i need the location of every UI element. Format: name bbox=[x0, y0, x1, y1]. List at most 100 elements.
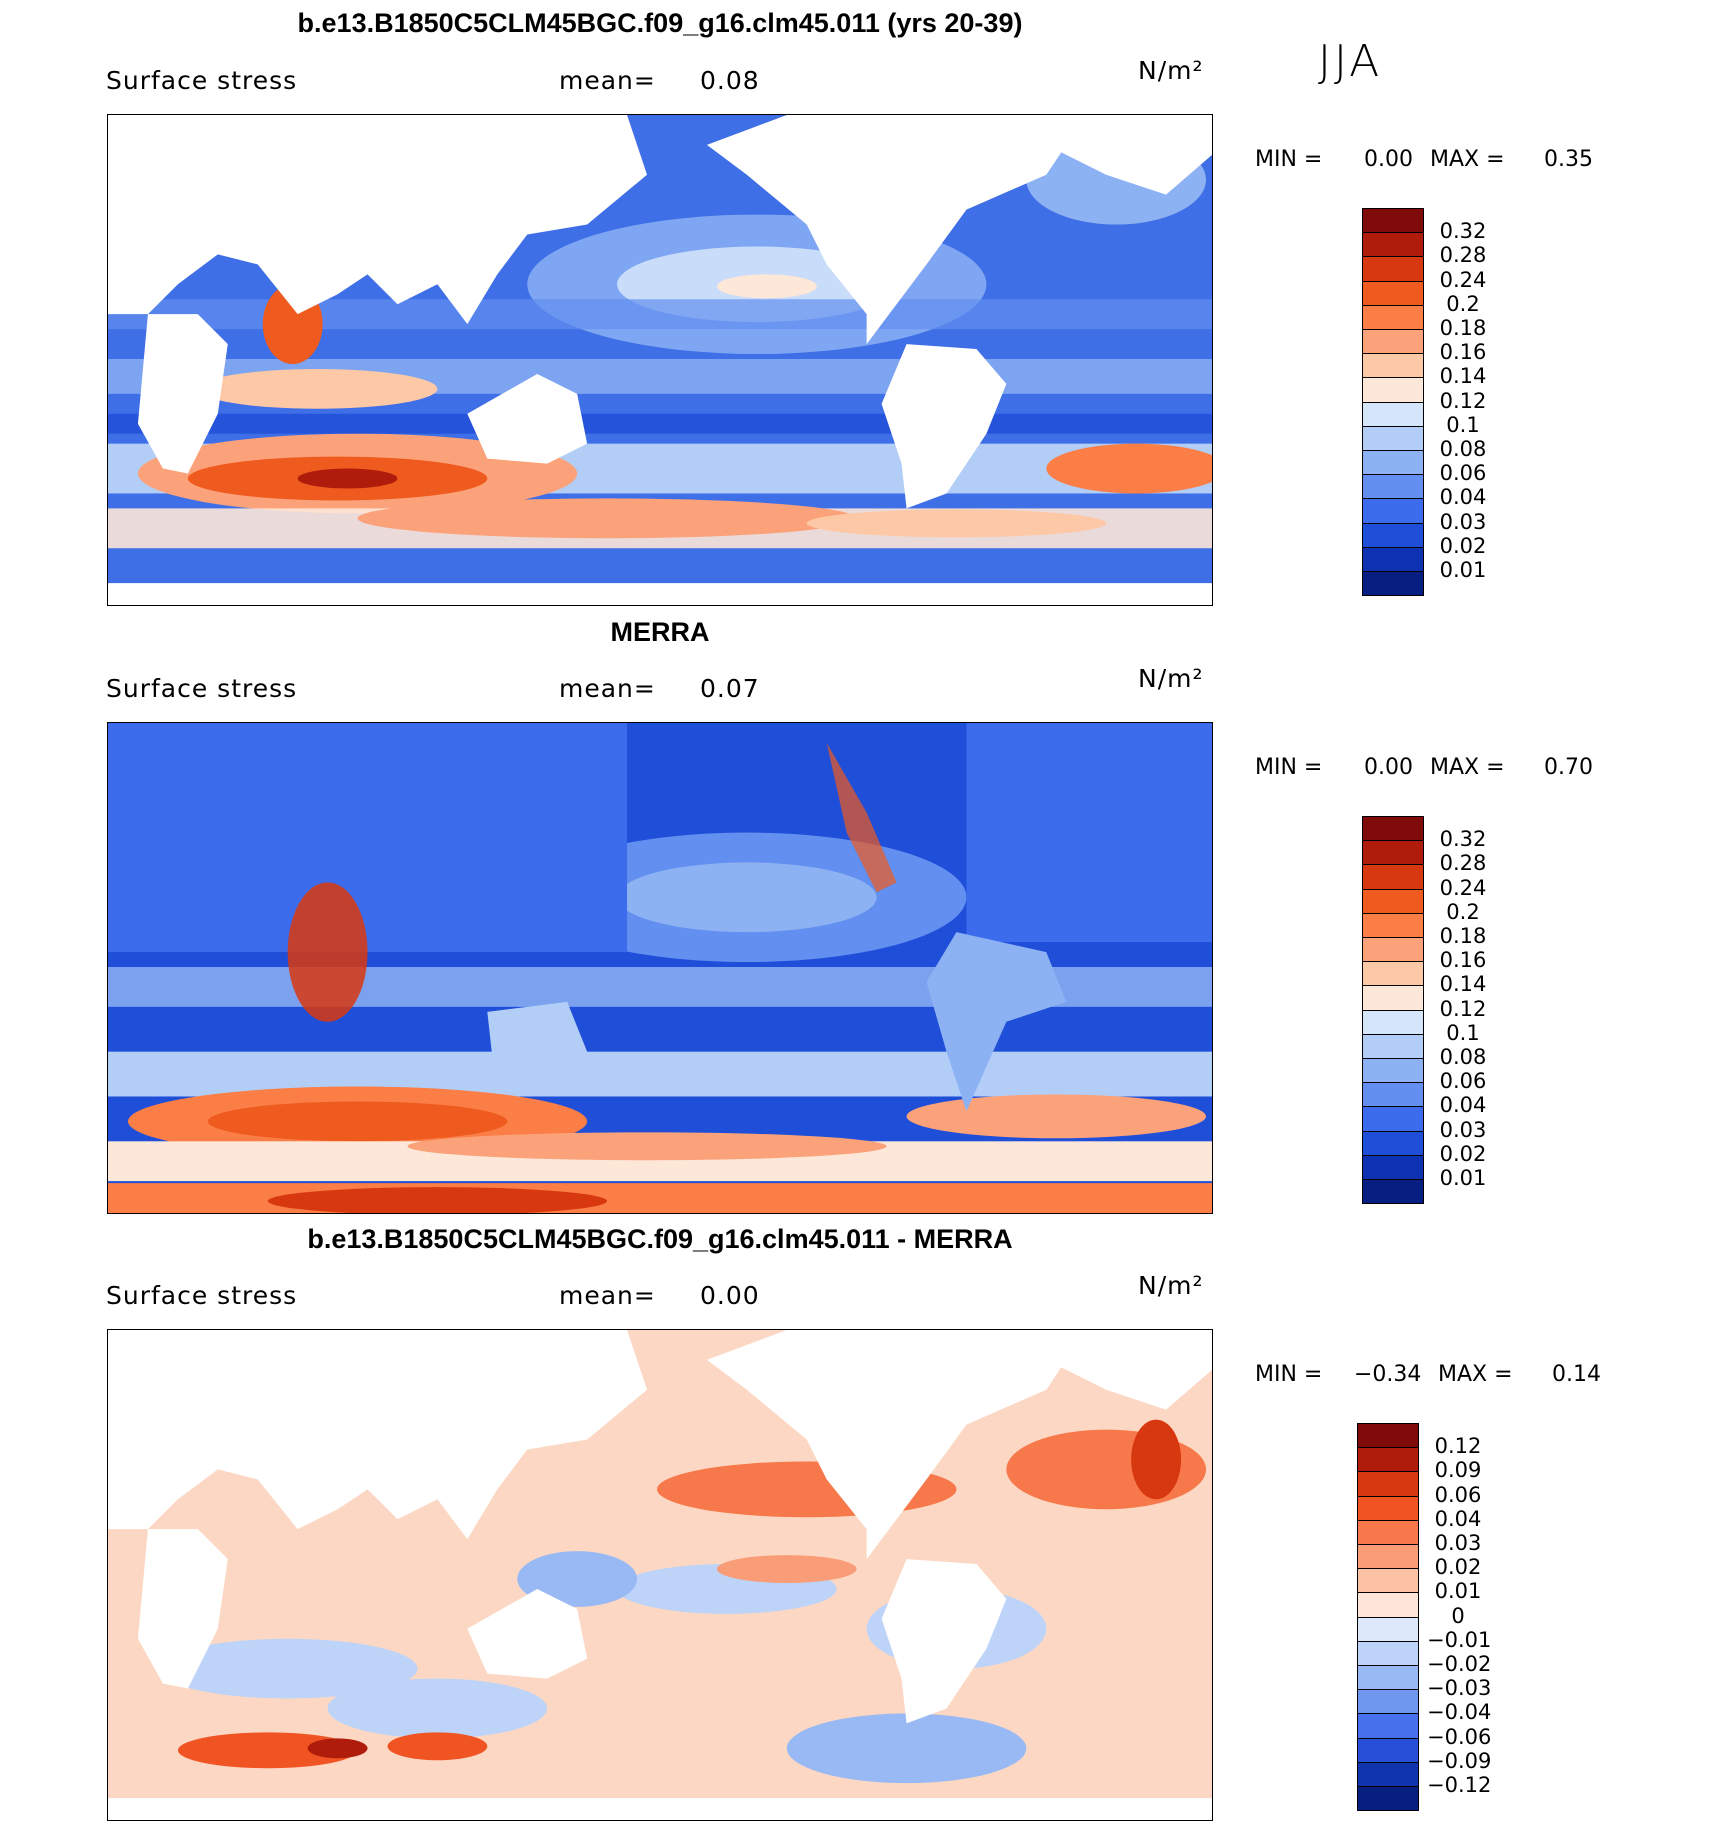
colorbar-tick-label: 0.02 bbox=[1434, 1555, 1482, 1580]
colorbar-tick-label: 0.01 bbox=[1434, 1579, 1482, 1604]
colorbar-swatch bbox=[1362, 985, 1424, 1010]
panel2-max-label: MAX = bbox=[1430, 755, 1505, 780]
colorbar-tick-label: 0.02 bbox=[1439, 1141, 1487, 1166]
colorbar-swatch bbox=[1362, 961, 1424, 986]
colorbar-swatch bbox=[1362, 1033, 1424, 1058]
colorbar-swatch bbox=[1362, 816, 1424, 841]
colorbar-swatch bbox=[1362, 232, 1424, 257]
colorbar-swatch bbox=[1362, 474, 1424, 499]
colorbar-swatch bbox=[1362, 546, 1424, 571]
colorbar-tick-label: 0.08 bbox=[1439, 437, 1487, 461]
colorbar-swatch bbox=[1362, 840, 1424, 865]
panel1-min-value: 0.00 bbox=[1364, 147, 1413, 172]
colorbar-tick-label: −0.12 bbox=[1427, 1773, 1492, 1797]
colorbar-tick-label: 0.24 bbox=[1439, 267, 1487, 292]
colorbar-tick-label: 0.06 bbox=[1439, 1069, 1487, 1094]
panel2-map bbox=[107, 722, 1213, 1214]
panel2-mean-label: mean= bbox=[559, 674, 656, 703]
colorbar-tick-label: 0.14 bbox=[1439, 972, 1487, 997]
panel3-min-label: MIN = bbox=[1255, 1362, 1323, 1387]
panel2-max-value: 0.70 bbox=[1544, 755, 1593, 780]
colorbar-tick-label: 0.08 bbox=[1439, 1045, 1487, 1069]
colorbar-tick-label: 0.2 bbox=[1446, 291, 1480, 316]
colorbar-tick-label: 0.03 bbox=[1439, 1117, 1487, 1142]
colorbar-tick-label: 0.02 bbox=[1439, 533, 1487, 558]
panel3-mean-label: mean= bbox=[559, 1281, 656, 1310]
colorbar-tick-label: −0.09 bbox=[1427, 1748, 1492, 1773]
panel3-max-value: 0.14 bbox=[1552, 1362, 1601, 1387]
colorbar-swatch bbox=[1362, 498, 1424, 523]
panel3-title: b.e13.B1850C5CLM45BGC.f09_g16.clm45.011 … bbox=[307, 1224, 1013, 1254]
colorbar-tick-label: 0.1 bbox=[1446, 1020, 1480, 1045]
colorbar-swatch bbox=[1362, 401, 1424, 426]
colorbar-tick-label: −0.06 bbox=[1427, 1724, 1492, 1749]
colorbar-swatch bbox=[1357, 1544, 1419, 1569]
panel2-min-label: MIN = bbox=[1255, 755, 1323, 780]
colorbar-swatch bbox=[1362, 377, 1424, 402]
colorbar-tick-label: 0.04 bbox=[1434, 1506, 1482, 1531]
panel3-min-value: −0.34 bbox=[1354, 1362, 1422, 1387]
colorbar-swatch bbox=[1357, 1447, 1419, 1472]
panel1-map bbox=[107, 114, 1213, 606]
colorbar-swatch bbox=[1362, 304, 1424, 329]
colorbar-tick-label: −0.01 bbox=[1427, 1627, 1492, 1652]
colorbar-tick-label: −0.04 bbox=[1427, 1700, 1492, 1725]
colorbar-tick-label: 0.12 bbox=[1434, 1434, 1482, 1459]
colorbar-tick-label: 0.24 bbox=[1439, 875, 1487, 900]
colorbar-swatch bbox=[1357, 1519, 1419, 1544]
colorbar-swatch bbox=[1362, 571, 1424, 596]
colorbar-swatch bbox=[1357, 1495, 1419, 1520]
panel1-variable-label: Surface stress bbox=[106, 66, 298, 95]
colorbar-swatch bbox=[1357, 1761, 1419, 1786]
colorbar-swatch bbox=[1357, 1786, 1419, 1811]
colorbar-tick-label: −0.02 bbox=[1427, 1652, 1492, 1676]
colorbar-tick-label: −0.03 bbox=[1427, 1676, 1492, 1701]
panel1-title: b.e13.B1850C5CLM45BGC.f09_g16.clm45.011 … bbox=[297, 8, 1023, 38]
colorbar-swatch bbox=[1362, 450, 1424, 475]
colorbar-tick-label: 0.18 bbox=[1439, 924, 1487, 948]
colorbar-tick-label: 0.28 bbox=[1439, 243, 1487, 268]
panel3-units: N/m² bbox=[1138, 1271, 1204, 1300]
colorbar-swatch bbox=[1357, 1568, 1419, 1593]
colorbar-swatch bbox=[1362, 1154, 1424, 1179]
colorbar-tick-label: 0.16 bbox=[1439, 948, 1487, 973]
colorbar-swatch bbox=[1357, 1471, 1419, 1496]
colorbar-tick-label: 0.32 bbox=[1439, 827, 1487, 852]
colorbar-swatch bbox=[1362, 1058, 1424, 1083]
colorbar-tick-label: 0.06 bbox=[1434, 1482, 1482, 1507]
colorbar-swatch bbox=[1362, 329, 1424, 354]
colorbar-tick-label: 0.28 bbox=[1439, 851, 1487, 876]
colorbar-tick-label: 0.18 bbox=[1439, 316, 1487, 340]
colorbar-tick-label: 0.16 bbox=[1439, 340, 1487, 365]
colorbar-tick-label: 0.12 bbox=[1439, 996, 1487, 1021]
colorbar-tick-label: 0.2 bbox=[1446, 899, 1480, 924]
colorbar-tick-label: 0.14 bbox=[1439, 364, 1487, 389]
colorbar-swatch bbox=[1357, 1737, 1419, 1762]
colorbar-tick-label: 0.32 bbox=[1439, 219, 1487, 244]
colorbar-swatch bbox=[1362, 888, 1424, 913]
panel3-mean-value: 0.00 bbox=[700, 1281, 760, 1310]
colorbar-tick-label: 0.04 bbox=[1439, 485, 1487, 510]
panel1-max-label: MAX = bbox=[1430, 147, 1505, 172]
colorbar-swatch bbox=[1362, 208, 1424, 233]
colorbar-swatch bbox=[1362, 1179, 1424, 1204]
colorbar-swatch bbox=[1362, 937, 1424, 962]
colorbar-tick-label: 0.01 bbox=[1439, 1166, 1487, 1190]
colorbar-swatch bbox=[1362, 912, 1424, 937]
panel2-title: MERRA bbox=[610, 617, 710, 647]
colorbar-swatch bbox=[1357, 1665, 1419, 1690]
colorbar-tick-label: 0.06 bbox=[1439, 461, 1487, 486]
colorbar-swatch bbox=[1362, 1130, 1424, 1155]
colorbar-swatch bbox=[1362, 280, 1424, 305]
colorbar-swatch bbox=[1357, 1423, 1419, 1448]
panel2-min-value: 0.00 bbox=[1364, 755, 1413, 780]
colorbar-swatch bbox=[1357, 1640, 1419, 1665]
colorbar-swatch bbox=[1357, 1689, 1419, 1714]
colorbar-swatch bbox=[1362, 425, 1424, 450]
colorbar-tick-label: 0.03 bbox=[1439, 509, 1487, 534]
colorbar-tick-label: 0.09 bbox=[1434, 1458, 1482, 1483]
colorbar-swatch bbox=[1362, 256, 1424, 281]
panel1-mean-value: 0.08 bbox=[700, 66, 760, 95]
colorbar-tick-label: 0.1 bbox=[1446, 412, 1480, 437]
panel2-mean-value: 0.07 bbox=[700, 674, 760, 703]
